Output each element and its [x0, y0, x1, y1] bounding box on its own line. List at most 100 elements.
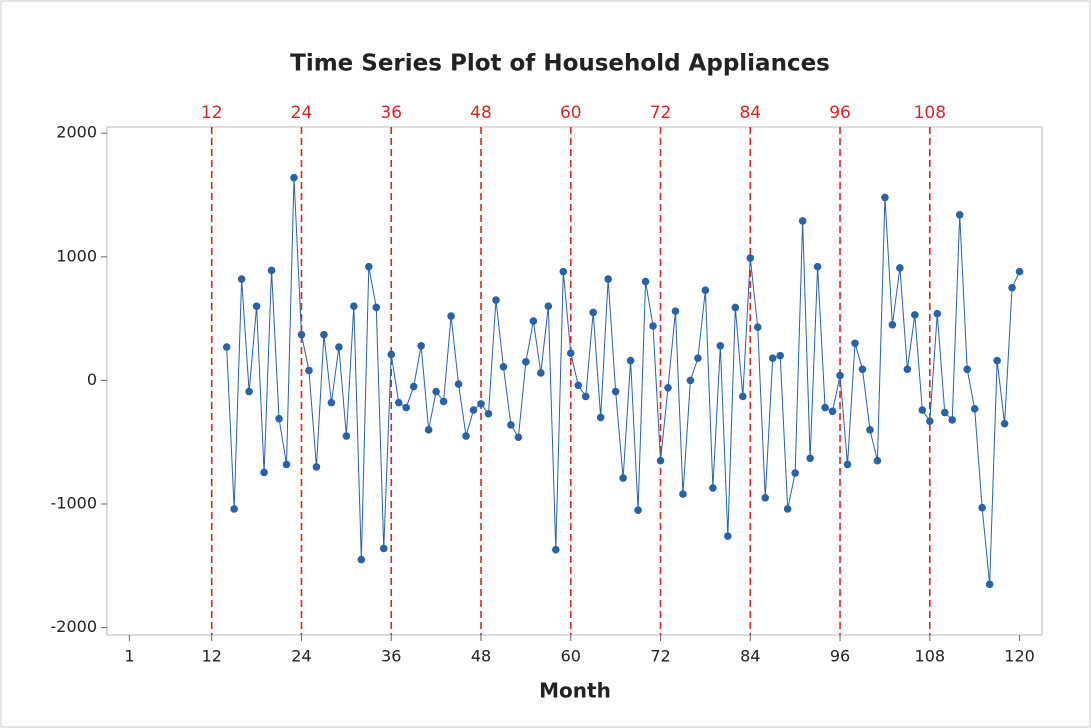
data-point	[679, 490, 687, 498]
x-tick-label: 24	[291, 647, 311, 666]
data-point	[716, 341, 725, 350]
data-point	[963, 365, 971, 374]
x-tick-label: 120	[1004, 647, 1035, 666]
data-point	[409, 382, 418, 391]
data-point	[828, 407, 837, 416]
data-point	[694, 354, 702, 362]
reference-label: 24	[291, 103, 313, 123]
data-point	[499, 362, 508, 371]
data-point	[985, 580, 994, 589]
data-point	[552, 545, 560, 554]
data-point	[454, 380, 463, 388]
data-point	[275, 414, 283, 423]
data-point	[768, 354, 777, 362]
data-point	[394, 398, 403, 407]
data-point	[522, 358, 530, 366]
y-tick-label: -2000	[51, 617, 98, 636]
data-point	[559, 267, 568, 276]
plot-frame	[106, 126, 1043, 636]
data-point	[664, 383, 672, 392]
data-point	[761, 494, 770, 502]
data-point	[701, 286, 710, 294]
data-point	[439, 397, 448, 406]
data-point	[739, 392, 747, 401]
data-point	[634, 506, 642, 514]
y-tick-label: 1000	[56, 246, 97, 265]
x-tick-label: 96	[830, 647, 850, 666]
data-point	[589, 308, 597, 317]
data-point	[574, 381, 583, 390]
data-point	[933, 309, 942, 318]
data-point	[940, 408, 949, 417]
data-point	[649, 322, 657, 330]
x-tick-label: 36	[381, 647, 401, 666]
data-point	[424, 426, 433, 434]
x-tick-label: 48	[471, 647, 491, 666]
x-tick-label: 72	[650, 647, 670, 666]
data-point	[926, 417, 934, 425]
data-point	[566, 349, 575, 357]
data-point	[365, 262, 373, 271]
data-point	[222, 343, 231, 351]
data-point	[544, 302, 553, 311]
data-point	[267, 266, 276, 275]
data-point	[529, 317, 538, 325]
data-point	[843, 460, 852, 469]
data-point	[230, 505, 238, 513]
data-point	[477, 400, 485, 408]
data-point	[970, 405, 979, 413]
reference-label: 36	[380, 103, 402, 123]
data-point	[903, 365, 912, 374]
data-point	[626, 356, 635, 365]
data-point	[1000, 419, 1009, 428]
data-point	[507, 421, 515, 429]
data-point	[237, 275, 246, 283]
chart-title: Time Series Plot of Household Appliances	[290, 51, 830, 77]
data-point	[350, 302, 358, 311]
data-point	[335, 343, 343, 351]
data-point	[813, 262, 822, 271]
data-point	[836, 371, 844, 380]
data-point	[888, 320, 897, 329]
data-point	[619, 474, 627, 482]
reference-label: 72	[650, 103, 672, 123]
data-point	[1008, 283, 1016, 292]
data-point	[851, 339, 859, 348]
reference-label: 84	[739, 103, 761, 123]
data-point	[881, 193, 889, 202]
data-point	[260, 468, 268, 477]
x-tick-label: 12	[202, 647, 222, 666]
data-point	[686, 376, 695, 385]
data-point	[896, 264, 904, 272]
data-point	[297, 330, 306, 339]
data-point	[372, 303, 381, 312]
data-point	[484, 409, 493, 418]
data-point	[671, 307, 680, 315]
data-point	[776, 351, 784, 360]
y-tick-label: 2000	[56, 123, 97, 142]
data-point	[402, 403, 411, 412]
reference-label: 108	[914, 103, 946, 123]
data-point	[858, 365, 867, 374]
data-point	[1015, 267, 1024, 276]
data-point	[417, 341, 425, 350]
data-point	[596, 413, 605, 422]
data-point	[821, 403, 829, 412]
data-point	[305, 366, 313, 375]
data-point	[724, 532, 732, 540]
data-point	[312, 463, 321, 471]
reference-label: 48	[470, 103, 492, 123]
data-point	[791, 469, 799, 477]
data-point	[492, 296, 500, 304]
data-point	[641, 277, 650, 286]
data-point	[252, 302, 261, 311]
x-tick-label: 108	[915, 647, 946, 666]
y-tick-label: 0	[87, 370, 97, 389]
data-point	[290, 173, 298, 182]
data-point	[746, 254, 755, 262]
data-point	[604, 275, 612, 283]
data-point	[993, 356, 1001, 365]
data-point	[320, 330, 328, 339]
data-point	[656, 456, 665, 465]
